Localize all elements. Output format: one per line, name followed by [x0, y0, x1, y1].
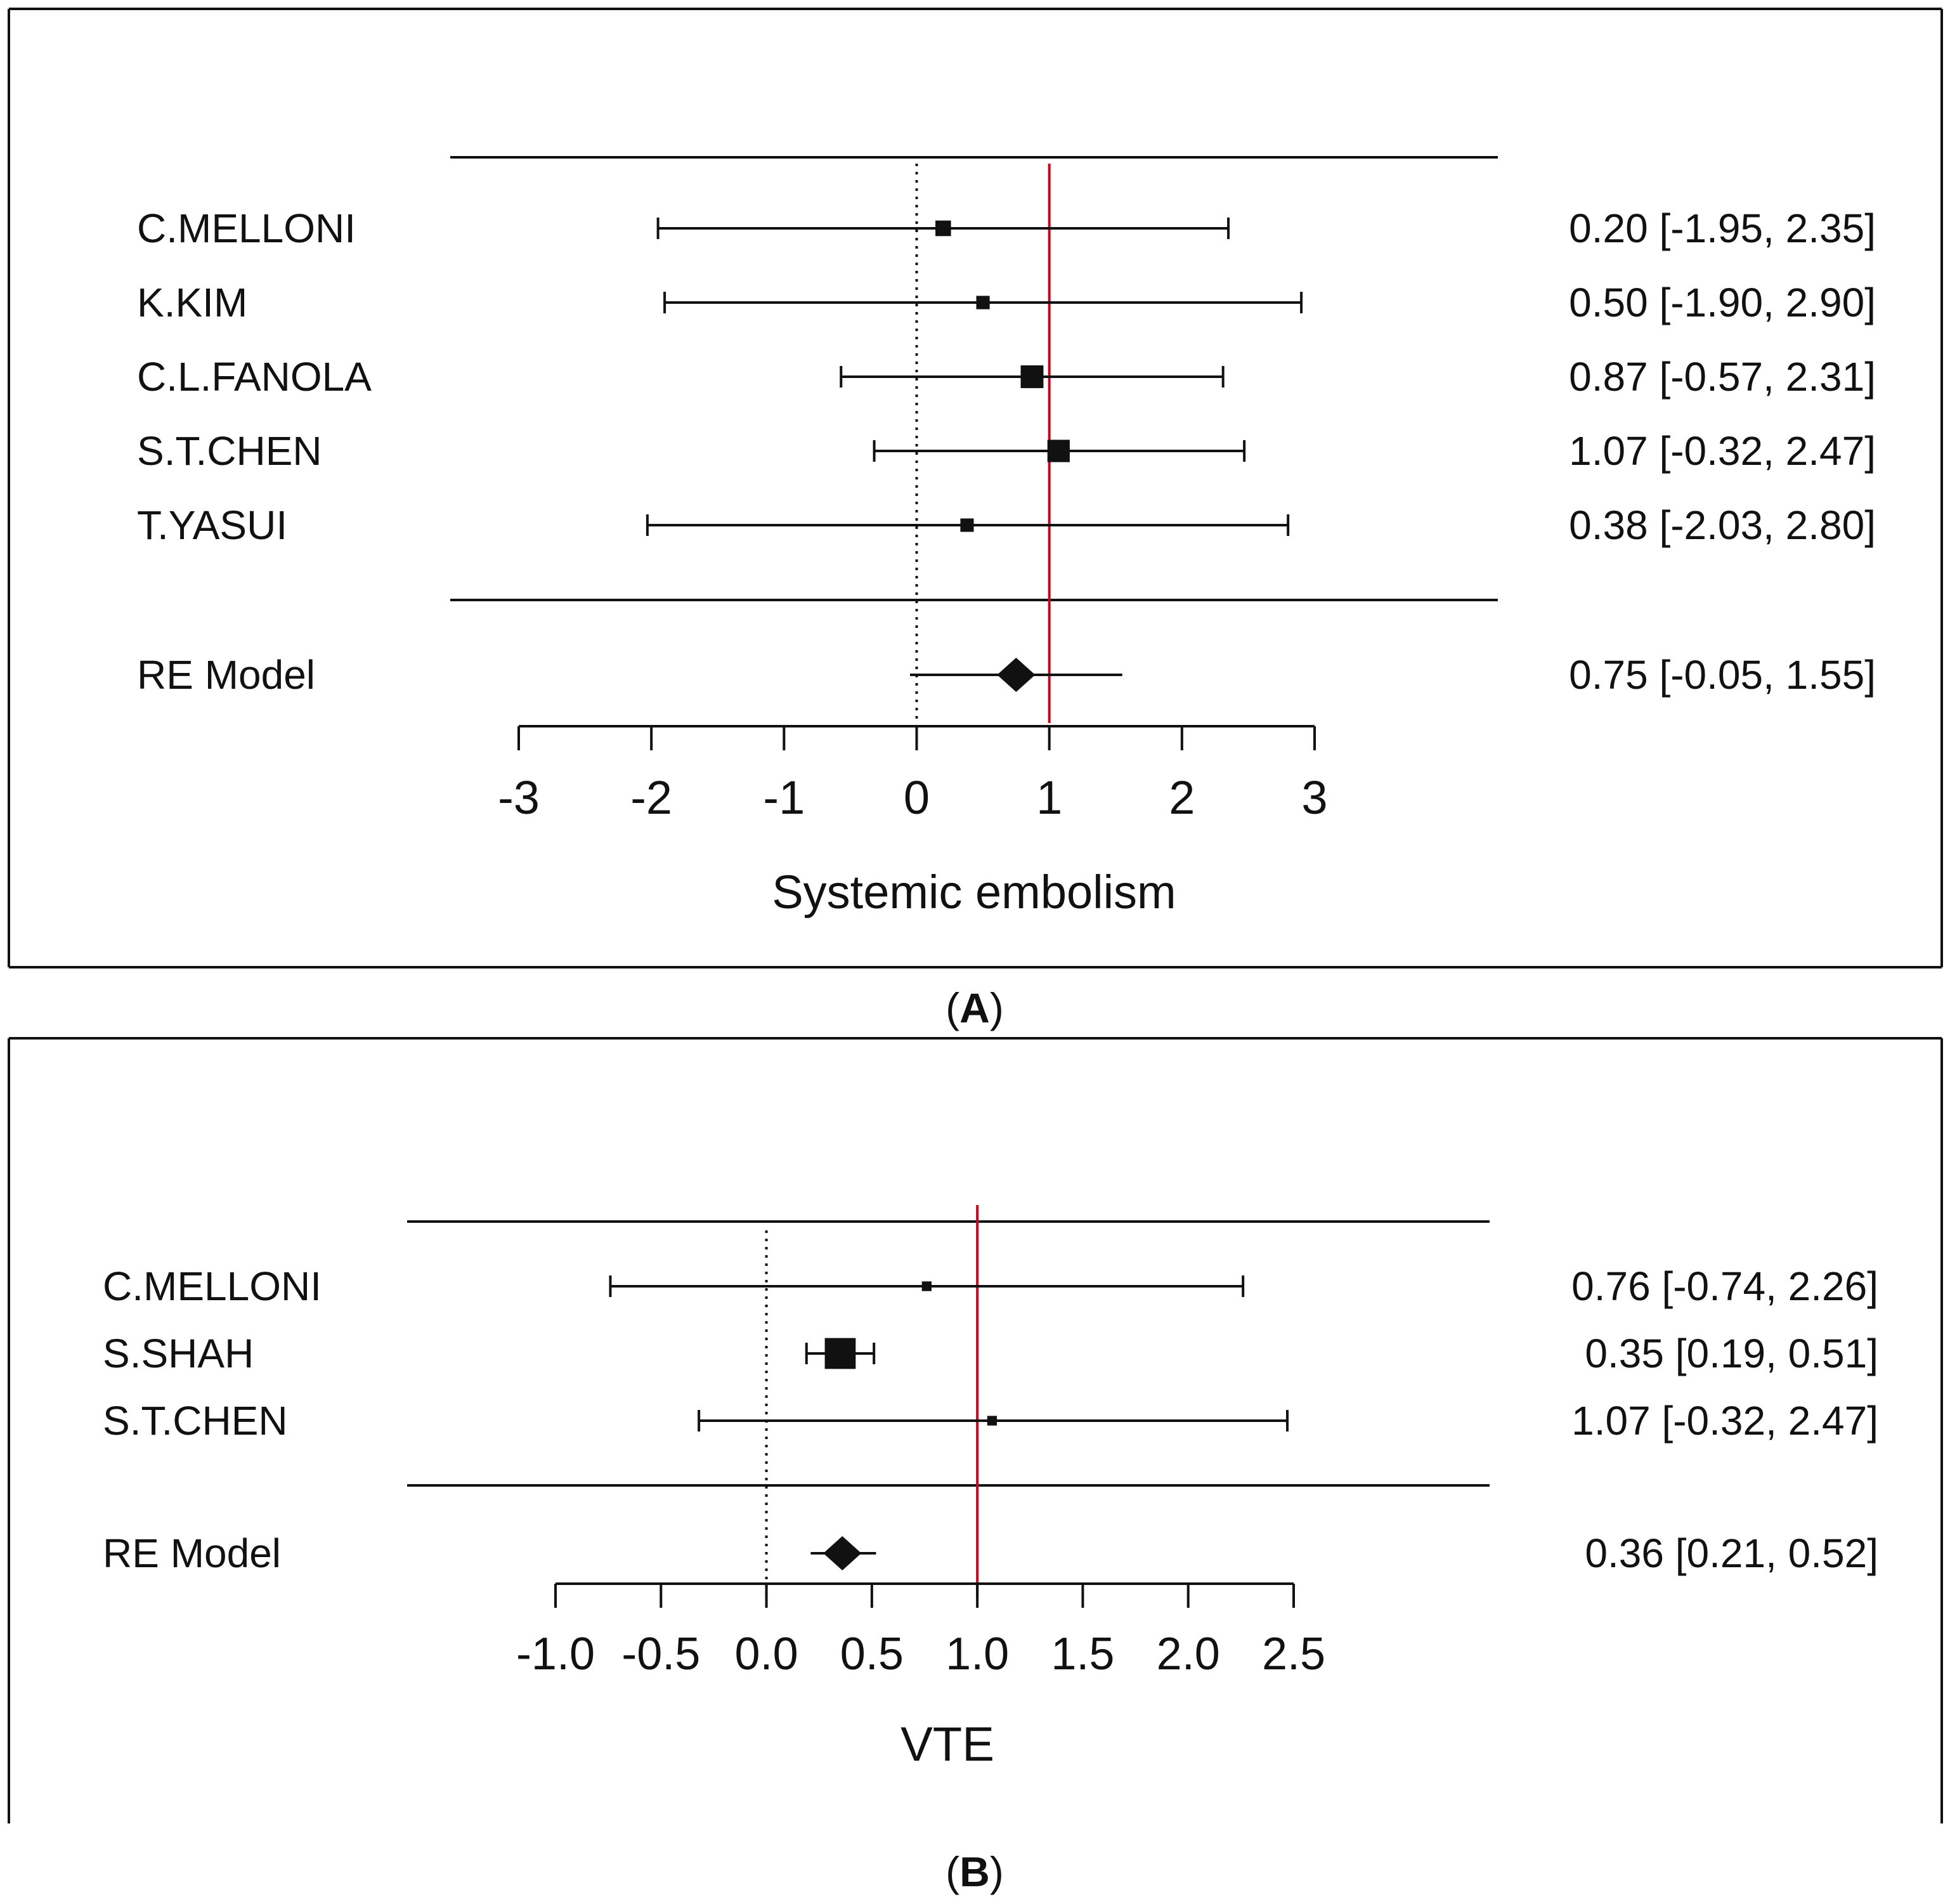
study-row: C.L.FANOLA 0.87 [-0.57, 2.31] — [137, 354, 1876, 400]
study-label: S.SHAH — [103, 1331, 254, 1376]
study-label: C.L.FANOLA — [137, 354, 372, 400]
summary-diamond — [997, 658, 1036, 692]
summary-row: RE Model 0.36 [0.21, 0.52] — [103, 1530, 1878, 1576]
study-label: C.MELLONI — [137, 205, 356, 251]
x-tick-label: 2.5 — [1262, 1629, 1325, 1679]
study-label: K.KIM — [137, 280, 247, 325]
x-tick-label: 3 — [1301, 771, 1327, 824]
estimate-ci-label: 0.87 [-0.57, 2.31] — [1569, 354, 1876, 400]
study-label: S.T.CHEN — [103, 1398, 288, 1444]
x-axis-title: VTE — [900, 1718, 994, 1771]
x-tick-label: 2 — [1169, 771, 1195, 824]
estimate-ci-label: 0.76 [-0.74, 2.26] — [1571, 1263, 1878, 1309]
x-tick-label: -2 — [630, 771, 672, 824]
x-tick-label: 1 — [1036, 771, 1062, 824]
estimate-ci-label: 1.07 [-0.32, 2.47] — [1571, 1398, 1878, 1444]
study-label: C.MELLONI — [103, 1263, 322, 1309]
summary-estimate-label: 0.75 [-0.05, 1.55] — [1569, 652, 1876, 698]
study-label: T.YASUI — [137, 502, 287, 548]
study-row: S.T.CHEN 1.07 [-0.32, 2.47] — [137, 428, 1876, 474]
summary-label: RE Model — [137, 652, 315, 698]
point-estimate — [987, 1416, 998, 1426]
x-axis-title: Systemic embolism — [772, 866, 1176, 918]
point-estimate — [935, 220, 951, 237]
point-estimate — [824, 1338, 856, 1369]
estimate-ci-label: 1.07 [-0.32, 2.47] — [1569, 428, 1876, 474]
panel-label-open-paren: ( — [946, 984, 959, 1031]
point-estimate — [921, 1281, 932, 1291]
study-label: S.T.CHEN — [137, 428, 322, 474]
study-row: C.MELLONI 0.76 [-0.74, 2.26] — [103, 1263, 1878, 1309]
panel-label: (A) — [946, 984, 1004, 1031]
study-row: T.YASUI 0.38 [-2.03, 2.80] — [137, 502, 1876, 548]
panel-label-close-paren: ) — [990, 984, 1004, 1031]
panel-label-close-paren: ) — [990, 1848, 1004, 1895]
x-tick-label: -0.5 — [621, 1629, 700, 1679]
x-tick-label: -1.0 — [516, 1629, 595, 1679]
summary-label: RE Model — [103, 1530, 281, 1576]
estimate-ci-label: 0.38 [-2.03, 2.80] — [1569, 502, 1876, 548]
x-tick-label: 2.0 — [1157, 1629, 1220, 1679]
panel-label: (B) — [946, 1848, 1004, 1895]
panel-label-open-paren: ( — [946, 1848, 959, 1895]
study-row: S.T.CHEN 1.07 [-0.32, 2.47] — [103, 1398, 1878, 1444]
x-tick-label: 1.5 — [1051, 1629, 1114, 1679]
point-estimate — [960, 518, 974, 532]
summary-estimate-label: 0.36 [0.21, 0.52] — [1585, 1530, 1878, 1576]
forest-panel-a: C.MELLONI 0.20 [-1.95, 2.35] K.KIM 0.50 [-1… — [8, 8, 1943, 1031]
x-tick-label: -1 — [763, 771, 805, 824]
study-row: K.KIM 0.50 [-1.90, 2.90] — [137, 280, 1876, 325]
x-tick-label: 0.5 — [840, 1629, 904, 1679]
estimate-ci-label: 0.35 [0.19, 0.51] — [1585, 1331, 1878, 1376]
estimate-ci-label: 0.50 [-1.90, 2.90] — [1569, 280, 1876, 325]
point-estimate — [976, 296, 990, 310]
estimate-ci-label: 0.20 [-1.95, 2.35] — [1569, 205, 1876, 251]
point-estimate — [1047, 440, 1070, 462]
x-tick-label: 1.0 — [946, 1629, 1009, 1679]
x-tick-label: 0 — [904, 771, 930, 824]
summary-row: RE Model 0.75 [-0.05, 1.55] — [137, 652, 1876, 698]
panel-label-letter: B — [959, 1848, 990, 1895]
study-row: C.MELLONI 0.20 [-1.95, 2.35] — [137, 205, 1876, 251]
summary-diamond — [823, 1536, 862, 1570]
panel-label-letter: A — [959, 984, 990, 1031]
point-estimate — [1020, 365, 1044, 388]
x-tick-label: -3 — [498, 771, 540, 824]
x-tick-label: 0.0 — [735, 1629, 798, 1679]
study-row: S.SHAH 0.35 [0.19, 0.51] — [103, 1331, 1878, 1376]
forest-panel-b: C.MELLONI 0.76 [-0.74, 2.26] S.SHAH 0.35 [0… — [8, 1037, 1943, 1895]
